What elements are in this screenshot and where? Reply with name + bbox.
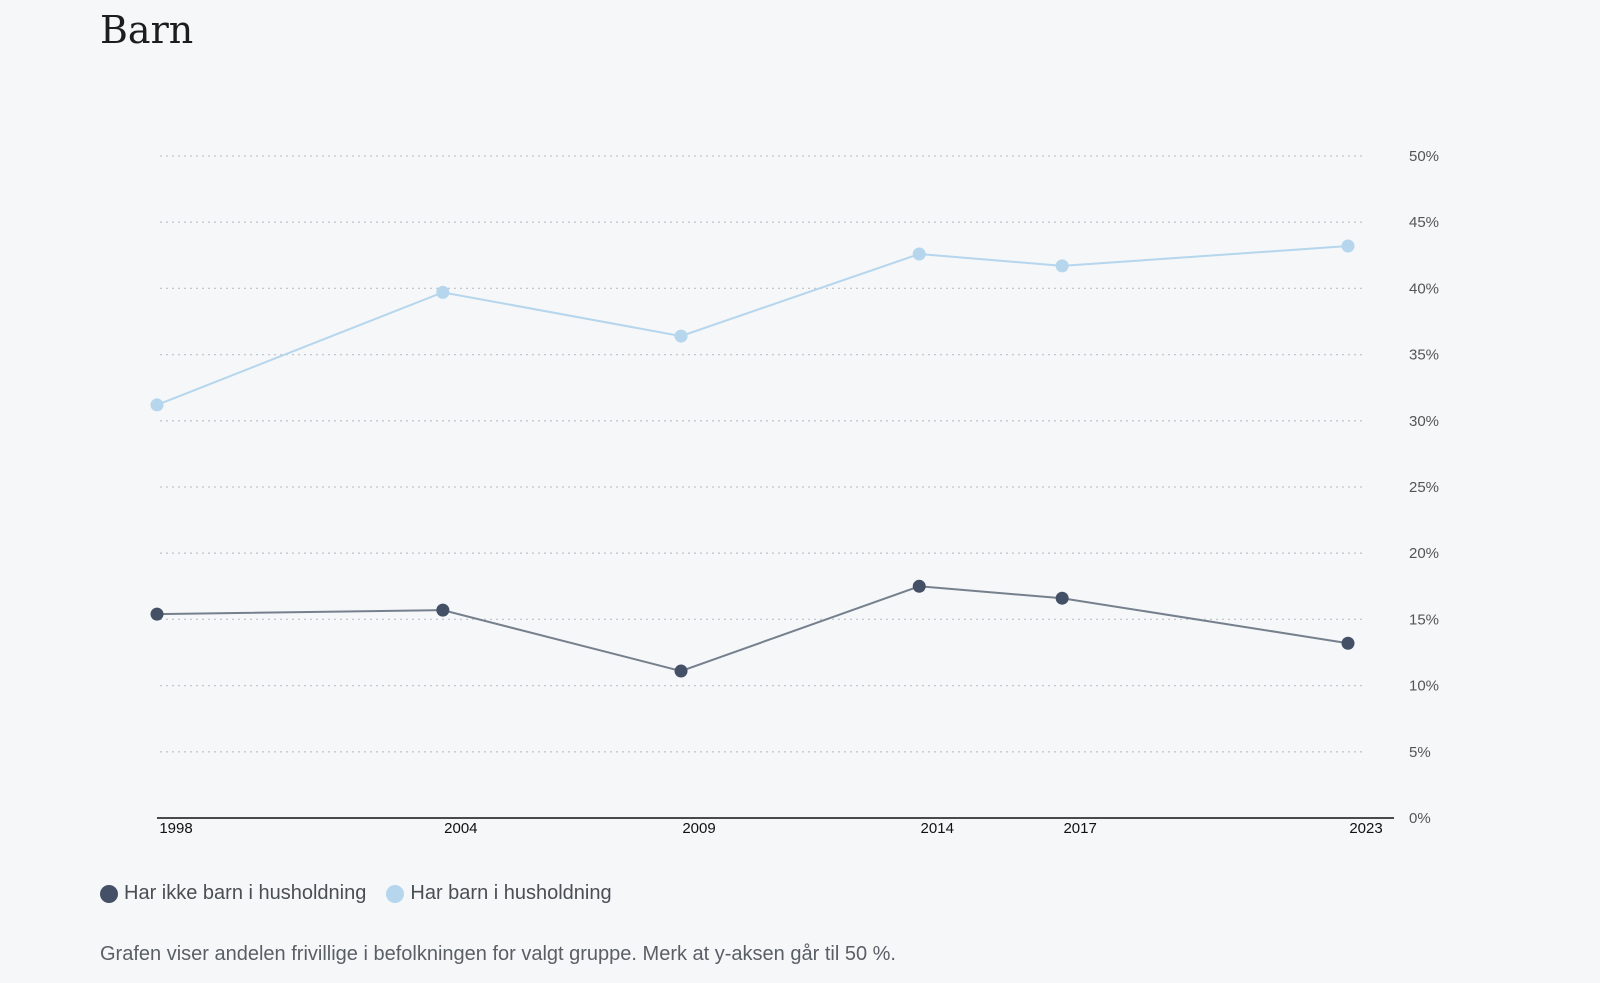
y-tick-label: 5% (1409, 744, 1431, 761)
y-tick-label: 25% (1409, 479, 1439, 496)
y-tick-label: 50% (1409, 148, 1439, 165)
data-point (912, 247, 926, 261)
data-point (1055, 259, 1069, 273)
x-tick-label: 2023 (1349, 820, 1382, 837)
y-axis-ticks: 0% 5% 10% 15% 20% 25% 30% 35% 40% 45% 50% (1409, 148, 1439, 827)
series-lines (156, 245, 1349, 673)
series-line (156, 245, 1349, 406)
y-tick-label: 45% (1409, 214, 1439, 231)
grid-lines (160, 155, 1366, 753)
series-line (156, 585, 1349, 673)
legend-swatch (100, 884, 118, 903)
legend: Har ikke barn i husholdning Har barn i h… (100, 882, 612, 905)
x-tick-label: 2009 (682, 820, 715, 837)
data-point (1341, 239, 1355, 253)
legend-label: Har ikke barn i husholdning (124, 882, 367, 904)
legend-item-children[interactable]: Har barn i husholdning (386, 882, 612, 905)
x-tick-label: 2017 (1063, 820, 1096, 837)
x-tick-label: 2004 (444, 820, 477, 837)
data-point (150, 607, 164, 621)
data-point (1055, 591, 1069, 605)
x-tick-label: 1998 (159, 820, 192, 837)
series-points (150, 239, 1355, 678)
data-point (674, 664, 688, 678)
chart-caption: Grafen viser andelen frivillige i befolk… (100, 943, 896, 965)
y-tick-label: 10% (1409, 678, 1439, 695)
data-point (436, 603, 450, 617)
y-tick-label: 35% (1409, 347, 1439, 364)
legend-swatch (386, 884, 405, 903)
y-tick-label: 0% (1409, 810, 1431, 827)
y-tick-label: 30% (1409, 413, 1439, 430)
data-point (912, 579, 926, 593)
legend-label: Har barn i husholdning (410, 882, 612, 904)
data-point (436, 285, 450, 299)
line-chart: 0% 5% 10% 15% 20% 25% 30% 35% 40% 45% 50% 1998 2004… (150, 148, 1439, 837)
legend-item-no-children[interactable]: Har ikke barn i husholdning (100, 882, 366, 905)
x-axis: 1998 2004 2009 2014 2017 2023 (157, 817, 1394, 837)
y-tick-label: 40% (1409, 280, 1439, 297)
chart-title: Barn (100, 8, 194, 52)
data-point (674, 329, 688, 343)
y-tick-label: 20% (1409, 545, 1439, 562)
data-point (150, 398, 164, 412)
data-point (1341, 636, 1355, 650)
x-tick-label: 2014 (921, 820, 954, 837)
y-tick-label: 15% (1409, 611, 1439, 628)
